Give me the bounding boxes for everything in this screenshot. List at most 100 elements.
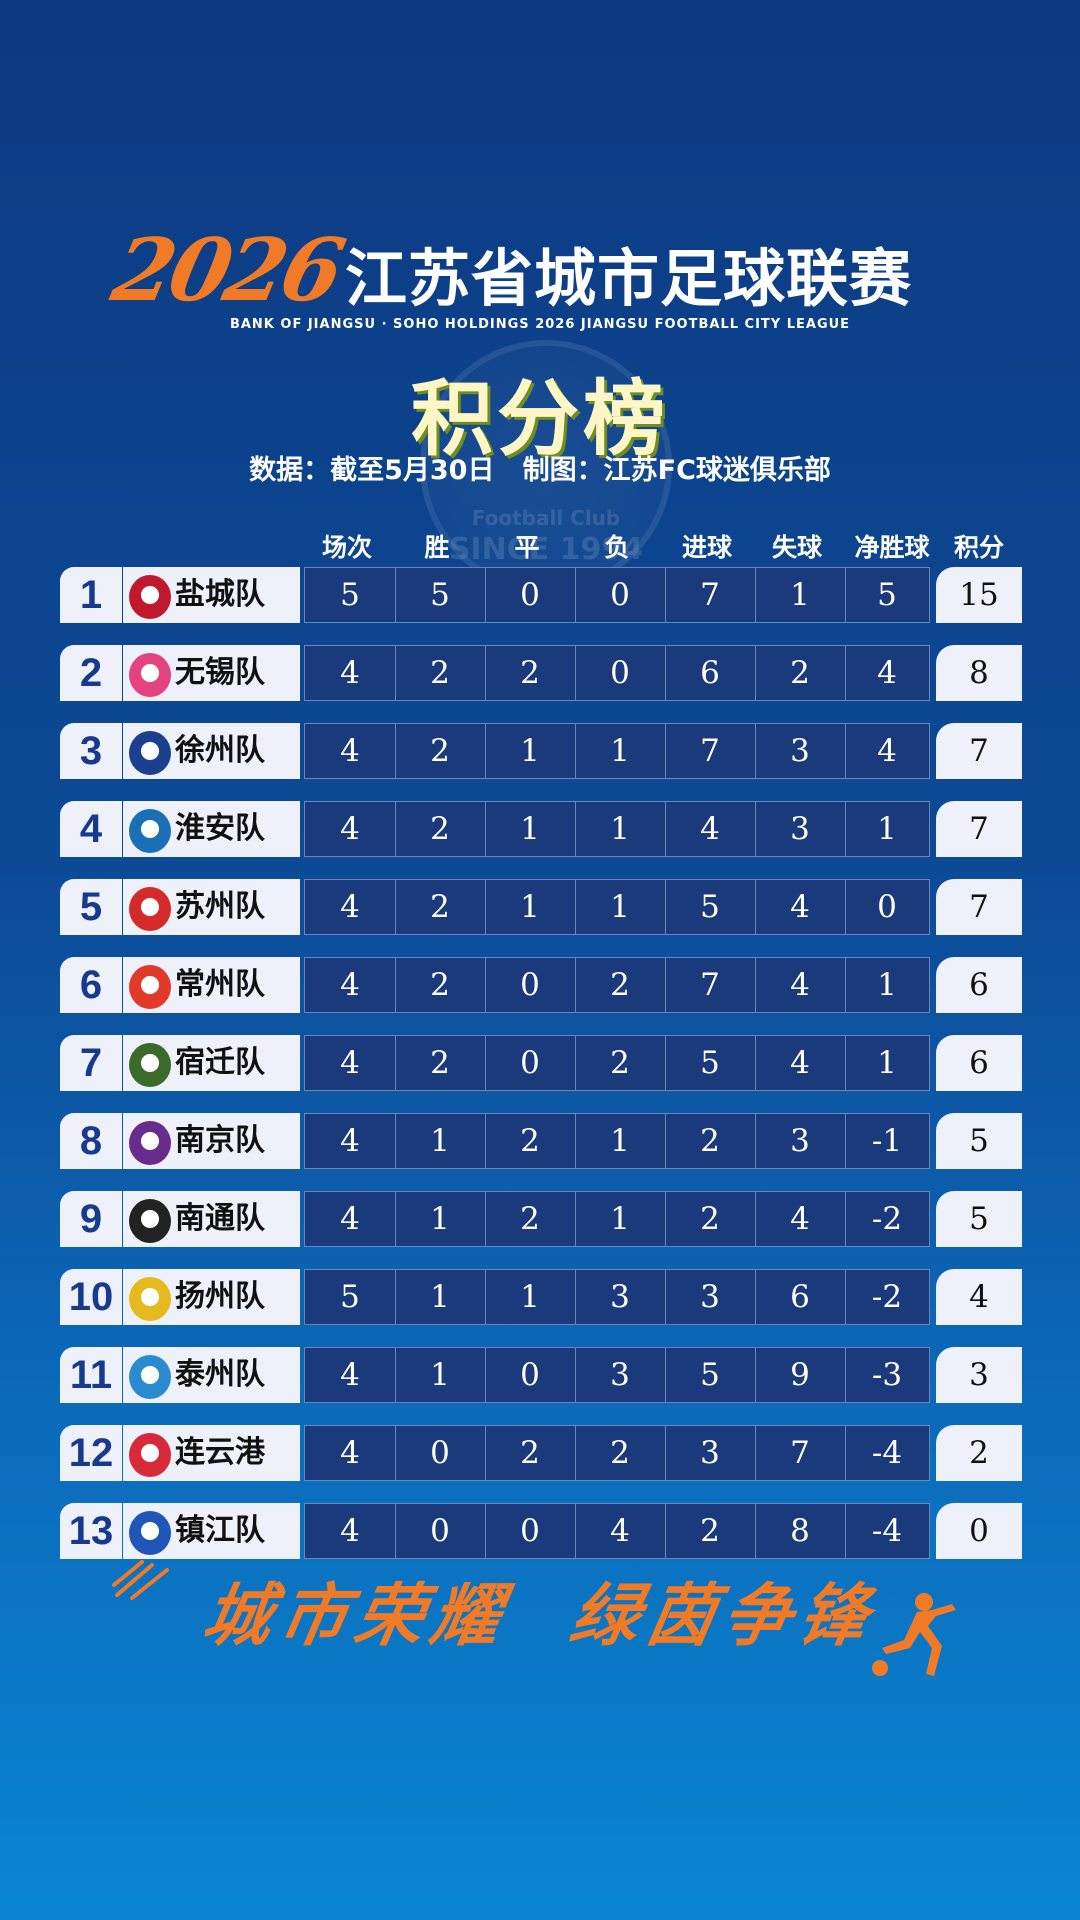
team-cell: 连云港 — [123, 1425, 300, 1481]
goal-difference-cell: -2 — [871, 1201, 903, 1237]
draws-cell: 1 — [485, 880, 576, 934]
points-cell: 7 — [936, 723, 1022, 779]
rank-cell: 13 — [60, 1503, 122, 1559]
goals-for-cell: 6 — [665, 646, 756, 700]
losses-cell: 4 — [575, 1504, 666, 1558]
draws-cell: 0 — [485, 1504, 576, 1558]
goals-for-cell: 5 — [665, 880, 756, 934]
wins-cell: 2 — [395, 802, 486, 856]
wins-cell: 5 — [395, 568, 486, 622]
matches-cell: 4 — [305, 1036, 396, 1090]
taizhou-logo-icon — [129, 1355, 171, 1399]
team-cell: 常州队 — [123, 957, 300, 1013]
goals-for-cell: 5 — [665, 1348, 756, 1402]
col-points: 积分 — [953, 533, 1004, 562]
wuxi-logo-icon — [129, 653, 171, 697]
rank-cell: 12 — [60, 1425, 122, 1481]
col-matches: 场次 — [321, 533, 372, 562]
goals-against-cell: 4 — [755, 958, 846, 1012]
goal-difference-cell: -3 — [871, 1357, 903, 1393]
losses-cell: 1 — [575, 1114, 666, 1168]
losses-cell: 0 — [575, 646, 666, 700]
team-name: 徐州队 — [175, 733, 265, 768]
team-name: 无锡队 — [175, 655, 265, 690]
losses-cell: 3 — [575, 1348, 666, 1402]
wins-cell: 1 — [395, 1114, 486, 1168]
matches-cell: 5 — [305, 568, 396, 622]
team-name: 扬州队 — [175, 1279, 265, 1314]
wins-cell: 0 — [395, 1426, 486, 1480]
draws-cell: 2 — [485, 1192, 576, 1246]
rank-cell: 7 — [60, 1035, 122, 1091]
points-cell: 15 — [936, 567, 1022, 623]
data-credit: 数据：截至5月30日 制图：江苏FC球迷俱乐部 — [249, 455, 831, 486]
goal-difference-cell: 0 — [877, 889, 897, 925]
col-draws: 平 — [514, 533, 540, 562]
yancheng-logo-icon — [129, 575, 171, 619]
draws-cell: 1 — [485, 802, 576, 856]
slogan: 城市荣耀 绿茵争锋 — [196, 1577, 883, 1656]
goal-difference-cell: -4 — [871, 1435, 903, 1471]
losses-cell: 3 — [575, 1270, 666, 1324]
team-name: 泰州队 — [175, 1357, 265, 1392]
losses-cell: 1 — [575, 802, 666, 856]
table-header: 场次 胜 平 负 进球 失球 净胜球 积分 — [0, 528, 1080, 564]
goals-for-cell: 7 — [665, 568, 756, 622]
speed-lines-icon — [112, 1560, 169, 1600]
team-cell: 宿迁队 — [123, 1035, 300, 1091]
goals-against-cell: 4 — [755, 880, 846, 934]
stats-cells: 4 0 0 4 2 8 -4 — [304, 1503, 930, 1559]
wins-cell: 1 — [395, 1348, 486, 1402]
huaian-logo-icon — [129, 809, 171, 853]
team-cell: 盐城队 — [123, 567, 300, 623]
team-cell: 南京队 — [123, 1113, 300, 1169]
table-row: 9 南通队 4 1 2 1 2 4 -2 5 — [60, 1191, 1022, 1247]
col-goals-for: 进球 — [681, 533, 732, 562]
wins-cell: 2 — [395, 646, 486, 700]
rank-cell: 11 — [60, 1347, 122, 1403]
wins-cell: 2 — [395, 724, 486, 778]
league-title: 江苏省城市足球联赛 — [345, 242, 913, 315]
watermark-text-2: SINCE 1994 — [448, 532, 644, 567]
goals-for-cell: 3 — [665, 1270, 756, 1324]
zhenjiang-logo-icon — [129, 1511, 171, 1555]
col-wins: 胜 — [424, 533, 450, 562]
matches-cell: 4 — [305, 802, 396, 856]
points-cell: 5 — [936, 1113, 1022, 1169]
suzhou-logo-icon — [129, 887, 171, 931]
goals-for-cell: 3 — [665, 1426, 756, 1480]
goals-against-cell: 2 — [755, 646, 846, 700]
goals-against-cell: 4 — [755, 1036, 846, 1090]
points-cell: 7 — [936, 879, 1022, 935]
points-cell: 5 — [936, 1191, 1022, 1247]
table-row: 8 南京队 4 1 2 1 2 3 -1 5 — [60, 1113, 1022, 1169]
stats-cells: 4 1 0 3 5 9 -3 — [304, 1347, 930, 1403]
matches-cell: 4 — [305, 958, 396, 1012]
team-name: 淮安队 — [175, 811, 265, 846]
matches-cell: 4 — [305, 1504, 396, 1558]
losses-cell: 1 — [575, 724, 666, 778]
goals-for-cell: 4 — [665, 802, 756, 856]
matches-cell: 4 — [305, 646, 396, 700]
points-cell: 4 — [936, 1269, 1022, 1325]
wins-cell: 0 — [395, 1504, 486, 1558]
goal-difference-cell: -4 — [871, 1513, 903, 1549]
team-name: 宿迁队 — [175, 1045, 265, 1080]
draws-cell: 0 — [485, 568, 576, 622]
team-name: 连云港 — [175, 1435, 265, 1470]
league-title-row: 2026 江苏省城市足球联赛 — [0, 218, 1080, 321]
stats-cells: 5 1 1 3 3 6 -2 — [304, 1269, 930, 1325]
team-name: 苏州队 — [175, 889, 265, 924]
goal-difference-cell: 1 — [877, 811, 897, 847]
draws-cell: 1 — [485, 724, 576, 778]
nantong-logo-icon — [129, 1199, 171, 1243]
changzhou-logo-icon — [129, 965, 171, 1009]
team-cell: 徐州队 — [123, 723, 300, 779]
